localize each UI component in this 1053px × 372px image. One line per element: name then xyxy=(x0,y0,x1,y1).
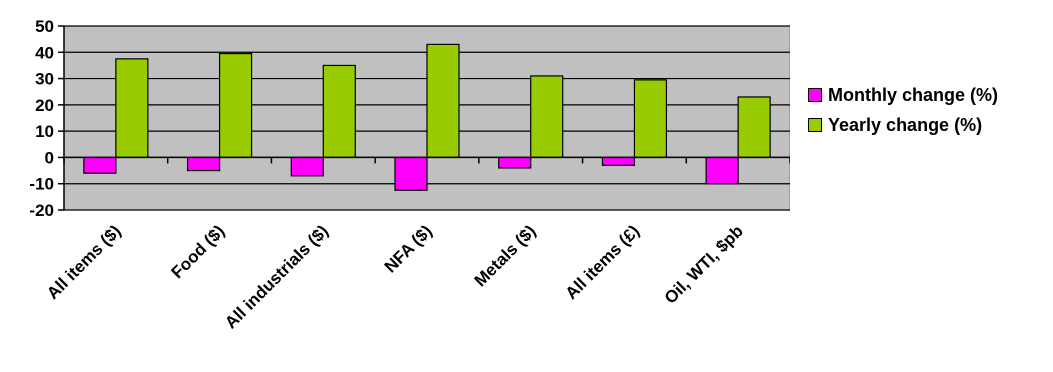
bar-monthly-6 xyxy=(705,156,739,185)
legend: Monthly change (%) Yearly change (%) xyxy=(808,82,998,142)
bar-monthly-4 xyxy=(498,156,532,169)
x-axis-labels: All items ($) Food ($)All industrials ($)… xyxy=(43,221,747,332)
y-tick-label: 10 xyxy=(35,122,54,141)
legend-swatch-yearly xyxy=(808,118,822,132)
x-tick-label: NFA ($) xyxy=(381,221,436,276)
bar-yearly-0 xyxy=(115,58,149,159)
axes xyxy=(63,26,790,210)
x-tick-label: Metals ($) xyxy=(471,221,540,290)
bar-monthly-1 xyxy=(186,156,221,172)
bar-yearly-5 xyxy=(633,79,668,159)
legend-item-monthly: Monthly change (%) xyxy=(808,82,998,108)
y-tick-label: 30 xyxy=(35,70,54,89)
y-tick-label: -20 xyxy=(29,201,54,220)
legend-swatch-monthly xyxy=(808,88,822,102)
legend-label-yearly: Yearly change (%) xyxy=(828,114,983,135)
bars xyxy=(83,43,771,191)
x-tick-label: Food ($) xyxy=(168,221,229,282)
bar-yearly-1 xyxy=(218,52,253,159)
y-tick-label: 0 xyxy=(45,148,54,167)
x-tick-label: All items (£) xyxy=(562,221,644,303)
legend-label-monthly: Monthly change (%) xyxy=(828,84,998,105)
bar-yearly-2 xyxy=(322,64,356,159)
legend-item-yearly: Yearly change (%) xyxy=(808,112,998,138)
x-tick-label: Oil, WTI, $pb xyxy=(661,221,747,307)
y-tick-label: 40 xyxy=(35,43,54,62)
y-axis-ticks: -20 -10 0 10 20 30 40 50 xyxy=(29,17,64,220)
bar-monthly-3 xyxy=(394,156,428,191)
bar-yearly-3 xyxy=(426,43,460,159)
y-tick-label: 50 xyxy=(35,17,54,36)
x-tick-label: All items ($) xyxy=(43,221,125,303)
bar-monthly-0 xyxy=(83,156,117,174)
y-tick-label: 20 xyxy=(35,96,54,115)
bar-yearly-4 xyxy=(530,75,564,159)
y-tick-label: -10 xyxy=(29,175,54,194)
bar-monthly-2 xyxy=(290,156,324,177)
bar-monthly-5 xyxy=(601,156,636,166)
x-tick-label: All industrials ($) xyxy=(221,221,332,332)
bar-yearly-6 xyxy=(737,96,771,159)
